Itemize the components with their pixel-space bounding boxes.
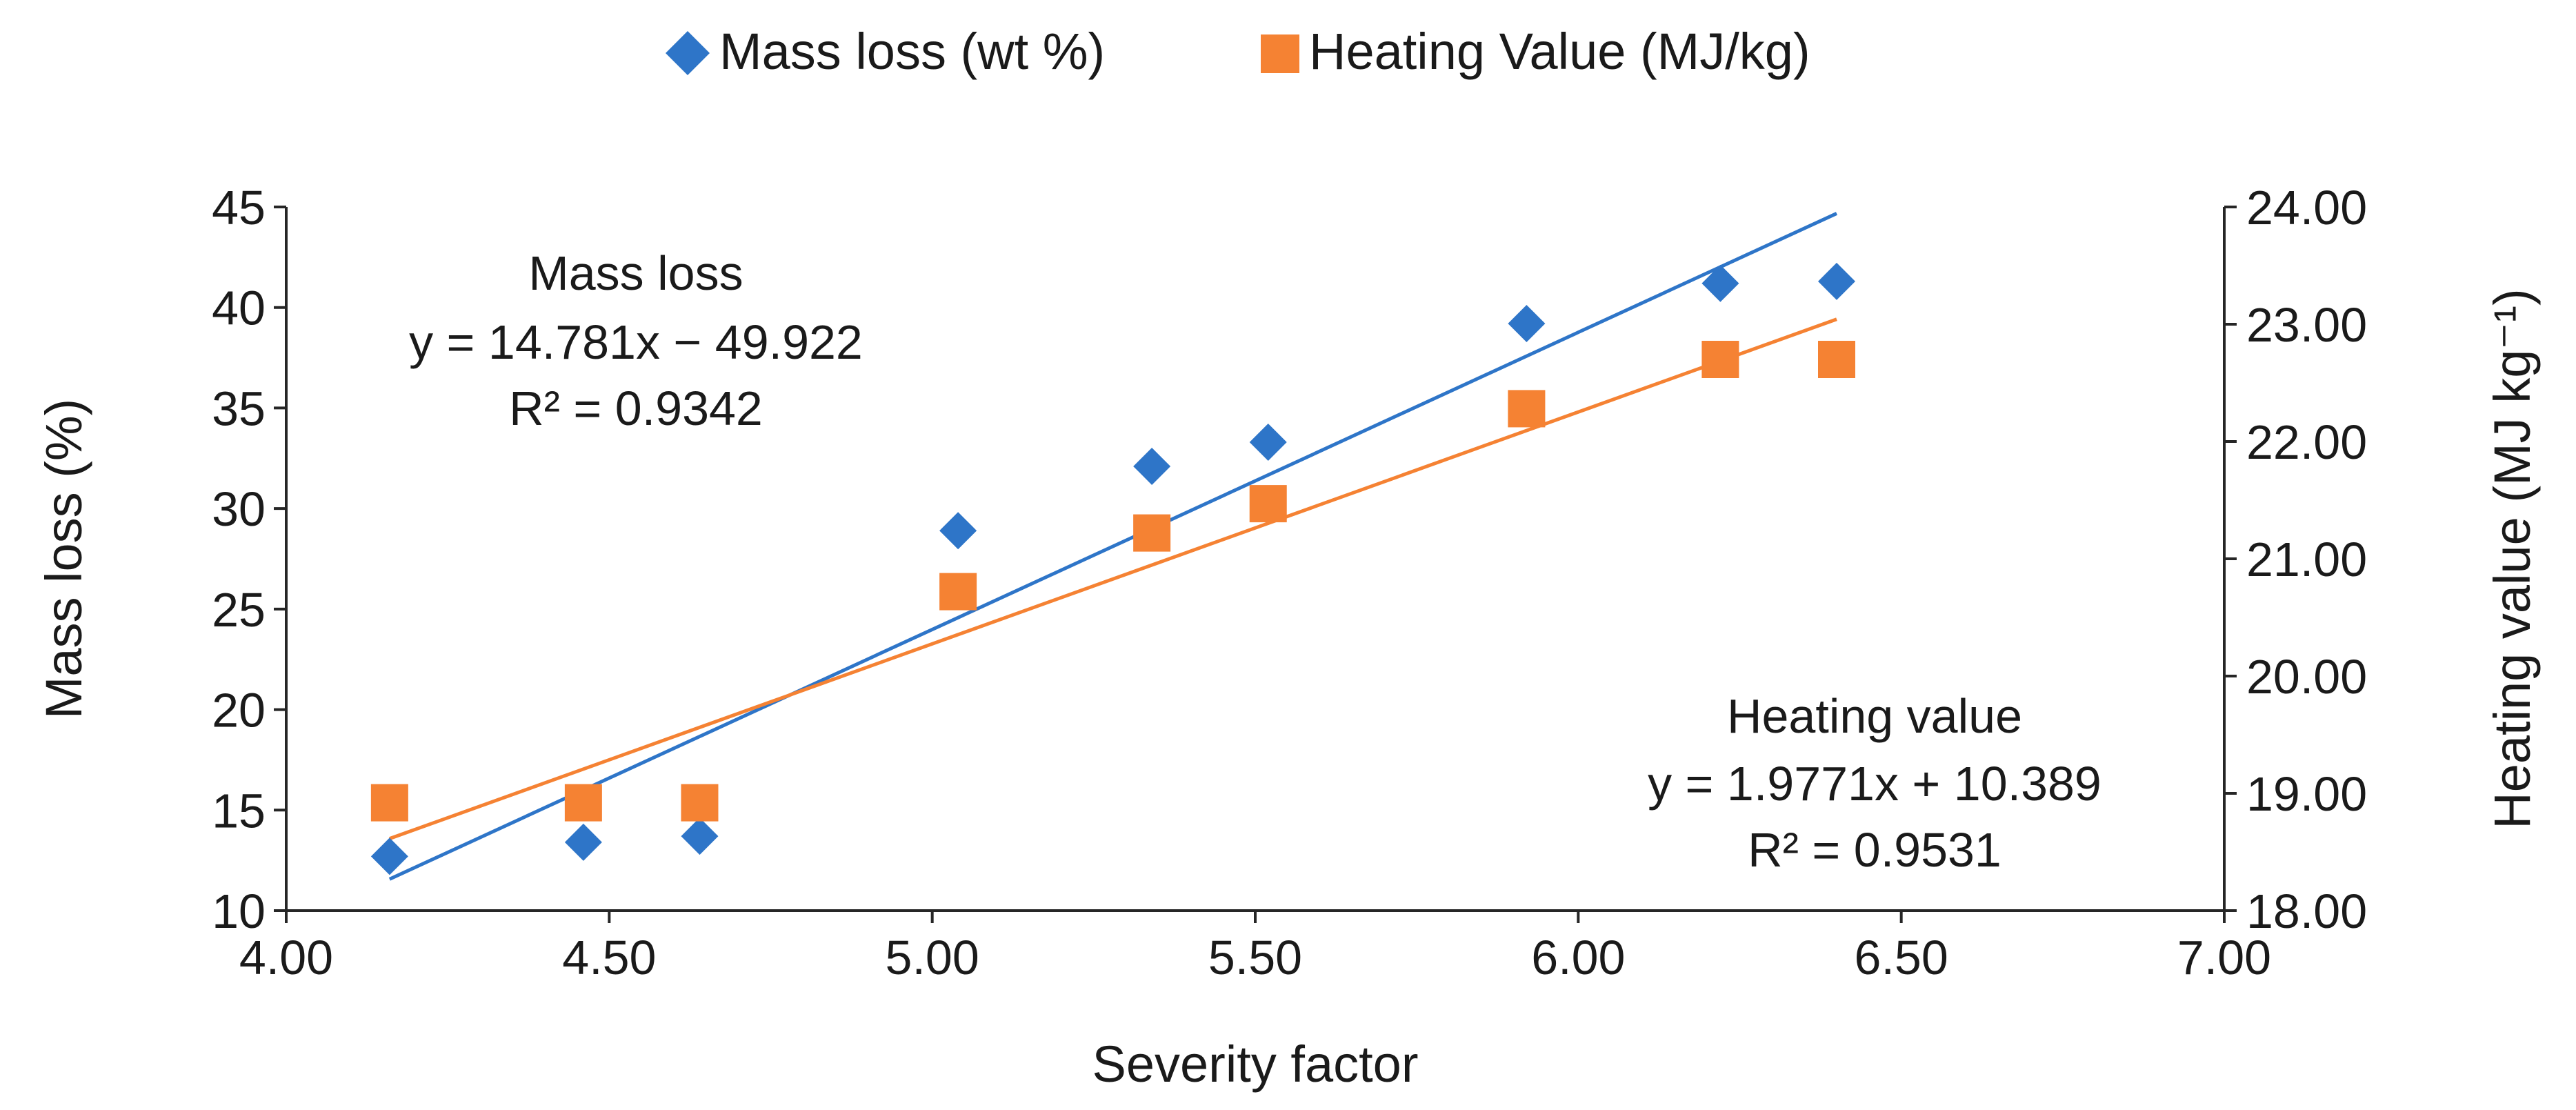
heating-value-trendline (389, 317, 1837, 841)
y-left-axis-ticks: 10 15 20 25 30 35 40 45 (212, 181, 286, 938)
y-left-tick-label: 20 (212, 684, 266, 737)
legend-label-mass-loss: Mass loss (wt %) (719, 23, 1105, 80)
heating-value-point (1249, 485, 1287, 523)
legend: Mass loss (wt %) Heating Value (MJ/kg) (666, 23, 1810, 80)
trendlines (388, 212, 1838, 881)
data-markers (370, 262, 1855, 875)
legend-item-heating-value: Heating Value (MJ/kg) (1261, 23, 1810, 80)
legend-item-mass-loss: Mass loss (wt %) (666, 23, 1105, 80)
y-right-tick-label: 23.00 (2246, 298, 2367, 352)
mass-loss-annotation-title: Mass loss (528, 246, 743, 300)
mass-loss-point (370, 838, 408, 875)
legend-square-icon (1261, 34, 1299, 73)
x-axis-ticks: 4.00 4.50 5.00 5.50 6.00 6.50 7.00 (239, 911, 2271, 984)
mass-loss-point (1508, 305, 1546, 343)
y-right-axis-title: Heating value (MJ kg⁻¹) (2484, 288, 2541, 829)
heating-value-point (1508, 390, 1546, 428)
heating-value-point (1818, 341, 1855, 378)
x-tick-label: 5.00 (886, 931, 979, 984)
x-tick-label: 6.50 (1855, 931, 1948, 984)
y-left-tick-label: 35 (212, 381, 266, 435)
heating-value-point (370, 784, 408, 822)
heating-value-point (564, 784, 602, 822)
mass-loss-r2: R² = 0.9342 (509, 381, 763, 435)
y-left-tick-label: 10 (212, 884, 266, 938)
legend-diamond-icon (666, 31, 710, 75)
y-left-tick-label: 30 (212, 482, 266, 536)
y-left-axis-title: Mass loss (%) (35, 399, 92, 720)
mass-loss-point (1249, 423, 1287, 461)
y-right-tick-label: 18.00 (2246, 884, 2367, 938)
y-left-tick-label: 40 (212, 281, 266, 335)
x-tick-label: 4.50 (562, 931, 656, 984)
x-tick-label: 5.50 (1208, 931, 1302, 984)
y-right-tick-label: 22.00 (2246, 415, 2367, 469)
mass-loss-point (564, 823, 602, 861)
heating-value-r2: R² = 0.9531 (1748, 823, 2001, 877)
heating-value-annotation: Heating value y = 1.9771x + 10.389 R² = … (1648, 689, 2101, 877)
heating-value-point (1133, 514, 1171, 552)
mass-loss-point (1701, 264, 1739, 302)
y-right-tick-label: 19.00 (2246, 767, 2367, 821)
y-left-tick-label: 15 (212, 784, 266, 838)
legend-label-heating-value: Heating Value (MJ/kg) (1309, 23, 1810, 80)
heating-value-annotation-title: Heating value (1727, 689, 2022, 743)
x-tick-label: 6.00 (1531, 931, 1625, 984)
heating-value-point (1701, 341, 1739, 378)
heating-value-equation: y = 1.9771x + 10.389 (1648, 757, 2101, 811)
heating-value-point (939, 573, 977, 611)
mass-loss-trendline (388, 212, 1838, 881)
y-right-tick-label: 21.00 (2246, 533, 2367, 586)
x-tick-label: 4.00 (239, 931, 333, 984)
heating-value-point (681, 784, 719, 822)
y-left-tick-label: 25 (212, 583, 266, 637)
mass-loss-point (1818, 262, 1855, 300)
mass-loss-annotation: Mass loss y = 14.781x − 49.922 R² = 0.93… (409, 246, 863, 435)
y-right-tick-label: 24.00 (2246, 181, 2367, 235)
y-left-tick-label: 45 (212, 181, 266, 235)
x-axis-title: Severity factor (1092, 1035, 1419, 1093)
mass-loss-point (681, 817, 719, 855)
mass-loss-equation: y = 14.781x − 49.922 (409, 315, 863, 369)
y-right-axis-ticks: 18.00 19.00 20.00 21.00 22.00 23.00 24.00 (2224, 181, 2367, 938)
y-right-tick-label: 20.00 (2246, 650, 2367, 704)
x-tick-label: 7.00 (2177, 931, 2271, 984)
mass-loss-point (939, 512, 977, 550)
mass-loss-point (1133, 447, 1171, 485)
